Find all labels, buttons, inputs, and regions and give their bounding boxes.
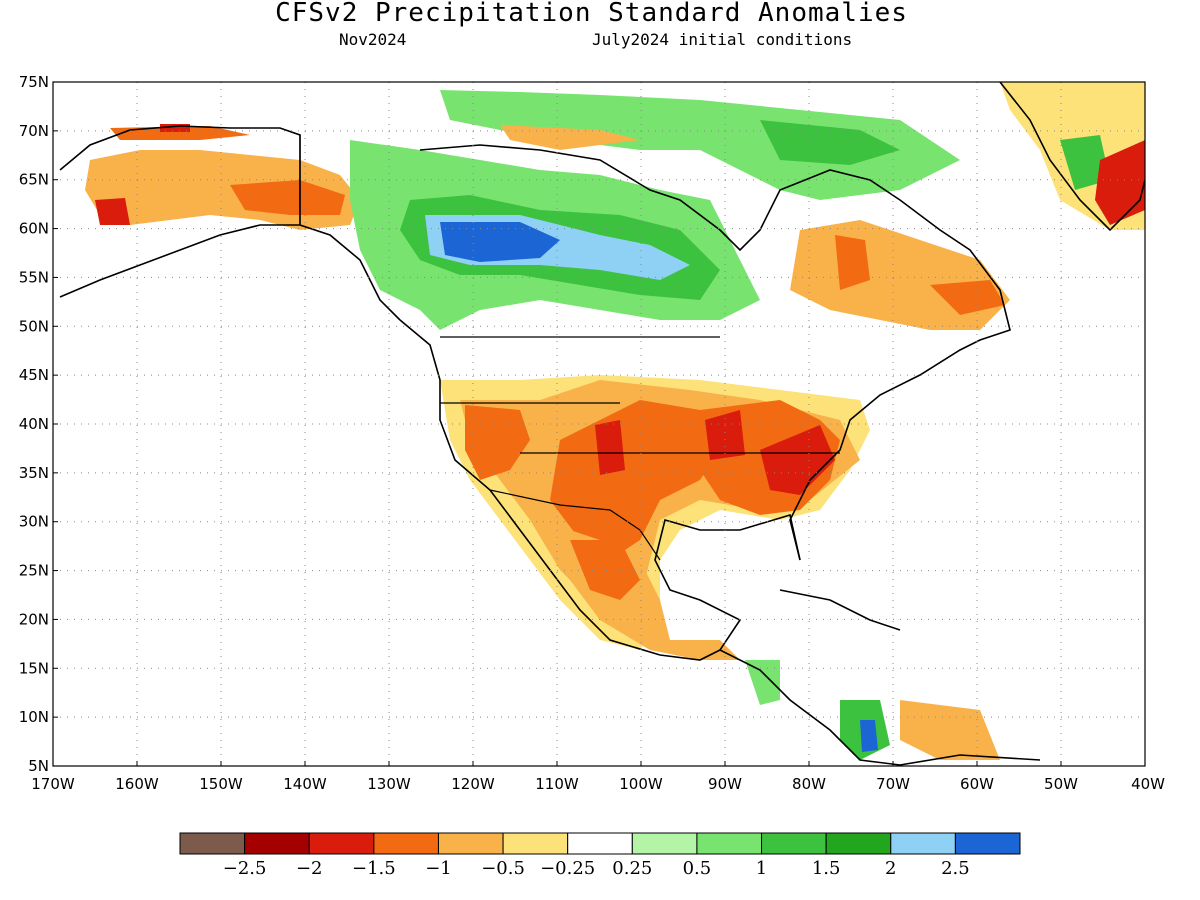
map-title: CFSv2 Precipitation Standard Anomalies — [275, 0, 908, 28]
coastline-greenland — [999, 82, 1145, 232]
colorbar-swatch — [567, 832, 633, 855]
anomaly-southern-plains — [550, 400, 720, 560]
forecast-month: Nov2024 — [339, 30, 407, 49]
latitude-label: 70N — [19, 122, 49, 140]
anomaly-shading — [85, 82, 1145, 760]
anomaly-sw-alaska — [95, 198, 130, 225]
longitude-label: 140W — [283, 775, 327, 793]
colorbar-label: −0.5 — [481, 858, 525, 879]
colorbar-label: −1.5 — [352, 858, 396, 879]
coastlines — [59, 82, 1145, 766]
longitude-label: 120W — [451, 775, 495, 793]
colorbar-swatch — [502, 832, 569, 855]
longitude-label: 50W — [1044, 775, 1078, 793]
colorbar-swatch — [825, 832, 892, 855]
coastline-central-america — [719, 649, 1041, 766]
anomaly-colorado-core — [595, 420, 625, 475]
coastline-gulf — [654, 513, 801, 651]
anomaly-saskatchewan-core — [440, 222, 560, 262]
latitude-label: 40N — [19, 415, 49, 433]
grid — [53, 82, 1145, 766]
anomaly-arctic-dry — [500, 125, 640, 150]
colorbar-label: 0.25 — [612, 858, 652, 879]
colorbar-swatch — [954, 832, 1021, 855]
coastline-east-na — [419, 144, 1011, 561]
coastline-west-na — [399, 319, 721, 661]
longitude-label: 90W — [708, 775, 742, 793]
colorbar-swatch — [890, 832, 956, 855]
coastline-alaska — [59, 125, 401, 321]
longitude-label: 150W — [199, 775, 243, 793]
colorbar-label: 1.5 — [812, 858, 841, 879]
colorbar-swatch — [179, 832, 246, 855]
colorbar-swatch — [308, 832, 375, 855]
latitude-label: 5N — [28, 757, 49, 775]
longitude-label: 80W — [792, 775, 826, 793]
colorbar-label: −1 — [425, 858, 452, 879]
latitude-label: 10N — [19, 708, 49, 726]
anomaly-greenland-core — [1095, 140, 1145, 225]
anomaly-arctic-wet — [440, 90, 960, 200]
longitude-label: 100W — [619, 775, 663, 793]
colorbar-label: −0.25 — [540, 858, 595, 879]
longitude-label: 40W — [1131, 775, 1165, 793]
latitude-label: 20N — [19, 610, 49, 628]
anomaly-mexico-core — [570, 540, 640, 600]
colorbar-swatch — [373, 832, 439, 855]
longitude-label: 60W — [960, 775, 994, 793]
initial-conditions: July2024 initial conditions — [592, 30, 853, 49]
latitude-label: 50N — [19, 317, 49, 335]
anomaly-ohio-core — [705, 410, 745, 460]
anomaly-labrador-core — [930, 280, 1005, 315]
colorbar-label: 2.5 — [941, 858, 970, 879]
latitude-label: 55N — [19, 268, 49, 286]
colorbar-swatch — [244, 832, 310, 855]
latitude-label: 45N — [19, 366, 49, 384]
anomaly-great-basin — [465, 405, 530, 480]
latitude-label: 35N — [19, 464, 49, 482]
anomaly-alaska-core — [230, 180, 345, 215]
anomaly-venezuela-dry — [900, 700, 1000, 760]
anomaly-colombia-core — [860, 720, 878, 752]
anomaly-greenland-wet — [1060, 135, 1110, 190]
colorbar-label: 2 — [885, 858, 896, 879]
latitude-label: 65N — [19, 171, 49, 189]
borders — [299, 135, 840, 561]
longitude-label: 110W — [535, 775, 579, 793]
longitude-label: 160W — [115, 775, 159, 793]
colorbar-label: 1 — [756, 858, 767, 879]
latitude-label: 25N — [19, 562, 49, 580]
latitude-label: 60N — [19, 220, 49, 238]
us-mexico-border — [489, 489, 661, 561]
coastline-cuba — [779, 589, 901, 631]
colorbar-label: −2.5 — [223, 858, 267, 879]
colorbar-swatch — [696, 832, 763, 855]
colorbar — [179, 832, 1021, 855]
anomaly-central-america-wet — [745, 660, 780, 705]
colorbar-swatch — [437, 832, 504, 855]
longitude-labels: 170W 160W 150W 140W 130W 120W 110W 100W 90W 80W 70… — [31, 761, 1165, 793]
colorbar-labels: −2.5 −2 −1.5 −1 −0.5 −0.25 0.25 0.5 1 1.5 2 2.5 — [223, 858, 970, 879]
colorbar-label: 0.5 — [683, 858, 712, 879]
latitude-label: 15N — [19, 659, 49, 677]
anomaly-quebec-core — [835, 235, 870, 290]
latitude-labels: 75N 70N 65N 60N 55N 50N 45N 40N 35N 30N 25N 20N 15N 1… — [19, 73, 58, 775]
longitude-label: 70W — [876, 775, 910, 793]
colorbar-label: −2 — [296, 858, 323, 879]
longitude-label: 130W — [367, 775, 411, 793]
colorbar-swatch — [631, 832, 698, 855]
colorbar-swatch — [761, 832, 827, 855]
anomaly-carolinas-core — [760, 425, 835, 495]
latitude-label: 75N — [19, 73, 49, 91]
longitude-label: 170W — [31, 775, 75, 793]
latitude-label: 30N — [19, 513, 49, 531]
